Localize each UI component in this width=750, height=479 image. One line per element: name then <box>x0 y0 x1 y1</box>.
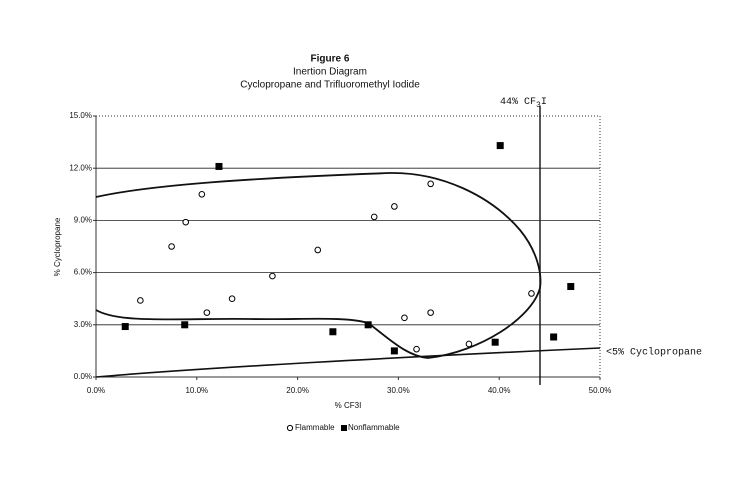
y-tick-label: 0.0% <box>74 372 92 381</box>
flammable-point <box>413 345 420 353</box>
legend-label: Nonflammable <box>348 423 400 432</box>
legend-label: Flammable <box>295 423 335 432</box>
chart-title: Figure 6 <box>311 54 350 65</box>
x-tick-label: 10.0% <box>185 386 208 395</box>
y-axis-label: % Cyclopropane <box>53 217 62 276</box>
five-percent-line <box>95 347 601 378</box>
nonflammable-point <box>491 338 499 346</box>
x-tick-label: 50.0% <box>589 386 612 395</box>
y-tick-label: 3.0% <box>74 320 92 329</box>
nonflammable-point <box>215 162 223 170</box>
nonflammable-point <box>181 321 189 329</box>
flammable-point <box>203 309 211 316</box>
flammability-envelope <box>95 172 542 359</box>
flammable-point <box>137 297 144 304</box>
legend-marker <box>341 425 347 431</box>
flammable-point <box>228 295 236 303</box>
flammable-point <box>427 309 434 316</box>
x-tick-label: 30.0% <box>387 386 410 395</box>
x-tick-label: 0.0% <box>87 386 105 395</box>
annotation: 44% CF3I <box>500 97 547 110</box>
flammable-point <box>269 272 276 280</box>
x-tick-label: 20.0% <box>286 386 309 395</box>
legend-marker <box>286 424 294 432</box>
nonflammable-point <box>550 333 558 341</box>
y-tick-label: 12.0% <box>69 163 92 172</box>
x-axis-label: % CF3I <box>335 401 362 410</box>
y-tick-label: 6.0% <box>74 268 92 277</box>
flammable-point <box>465 340 473 348</box>
flammable-point <box>370 213 378 221</box>
nonflammable-point <box>390 347 398 355</box>
nonflammable-point <box>567 283 575 291</box>
flammable-point <box>168 243 175 250</box>
nonflammable-point <box>121 323 129 331</box>
flammable-point <box>528 290 535 297</box>
x-tick-label: 40.0% <box>488 386 511 395</box>
flammable-point <box>314 246 322 254</box>
legend: Flammable Nonflammable <box>286 423 400 432</box>
annotation: <5% Cyclopropane <box>606 347 702 359</box>
flammable-point <box>198 191 206 198</box>
flammable-point <box>391 203 398 210</box>
nonflammable-point <box>329 328 337 336</box>
y-tick-label: 15.0% <box>69 111 92 120</box>
flammable-point <box>401 314 408 322</box>
chart-subtitle: Inertion Diagram <box>293 67 367 78</box>
chart-subtitle: Cyclopropane and Trifluoromethyl Iodide <box>240 80 420 91</box>
flammable-point <box>427 180 434 188</box>
flammable-point <box>182 218 190 226</box>
y-tick-label: 9.0% <box>74 216 92 225</box>
nonflammable-point <box>364 321 372 329</box>
nonflammable-point <box>496 142 504 150</box>
